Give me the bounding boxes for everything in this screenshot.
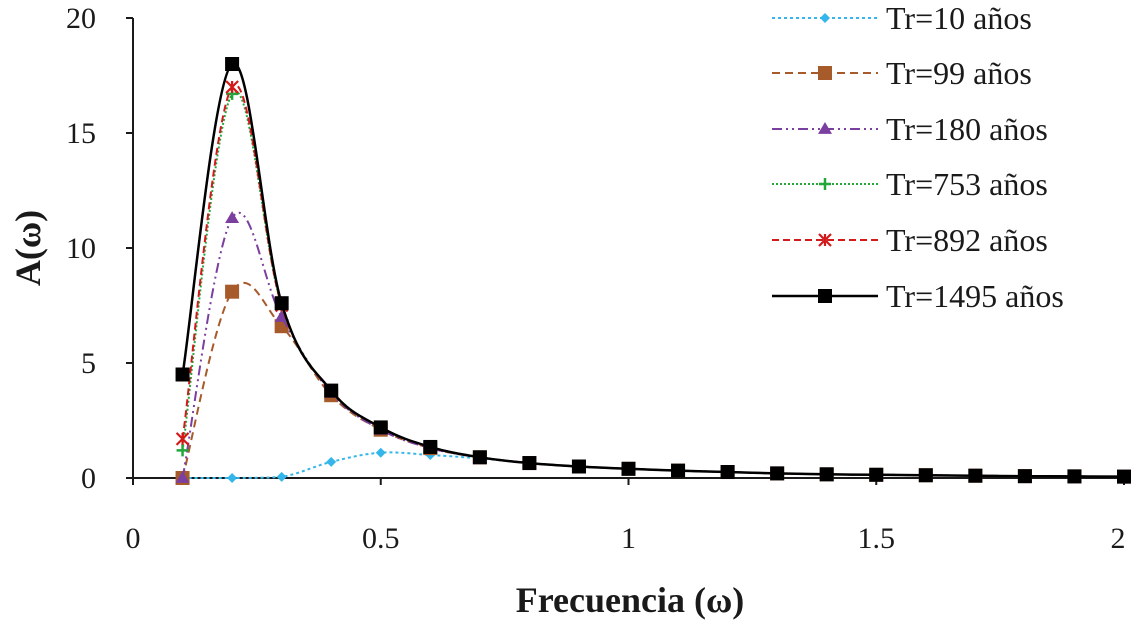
- x-axis-title: Frecuencia (ω): [516, 580, 745, 620]
- legend-marker: [818, 289, 832, 303]
- data-point: [522, 456, 537, 471]
- data-point: [326, 456, 337, 467]
- legend-marker: [820, 13, 830, 23]
- data-point: [968, 468, 983, 483]
- legend-marker: [818, 122, 832, 134]
- legend-label: Tr=180 años: [886, 111, 1048, 147]
- data-point: [1117, 469, 1131, 484]
- x-tick-label: 2: [1111, 522, 1126, 555]
- x-tick-labels: 0 0.5 1 1.5 2: [126, 478, 1126, 555]
- y-tick-label: 15: [66, 117, 96, 150]
- plot-area: [175, 57, 1131, 485]
- data-point: [1017, 469, 1032, 484]
- data-point: [225, 284, 240, 299]
- legend-item: Tr=1495 años: [772, 278, 1064, 314]
- y-axis-title: A(ω): [8, 210, 48, 286]
- data-point: [1067, 469, 1082, 484]
- legend-label: Tr=10 años: [886, 0, 1032, 36]
- data-point: [720, 465, 735, 480]
- data-point: [227, 473, 238, 483]
- data-point: [373, 420, 388, 435]
- series-line: [182, 451, 1125, 479]
- legend-marker: [818, 233, 832, 247]
- data-point: [175, 367, 190, 382]
- data-point: [274, 296, 289, 311]
- y-tick-label: 0: [81, 462, 96, 495]
- data-point: [472, 450, 487, 465]
- data-point: [571, 459, 586, 474]
- x-tick-label: 1.5: [858, 522, 896, 555]
- x-tick-label: 0: [126, 522, 141, 555]
- data-point: [869, 467, 884, 482]
- legend-item: Tr=892 años: [772, 222, 1048, 258]
- legend-item: Tr=753 años: [772, 166, 1048, 202]
- data-point: [276, 471, 287, 482]
- data-point: [175, 432, 190, 446]
- y-tick-label: 10: [66, 232, 96, 265]
- data-point: [225, 211, 240, 223]
- legend-item: Tr=10 años: [772, 0, 1032, 36]
- legend-item: Tr=99 años: [772, 55, 1032, 91]
- x-tick-label: 1: [621, 522, 636, 555]
- data-point: [274, 310, 289, 322]
- data-point: [671, 463, 686, 478]
- y-tick-label: 5: [81, 347, 96, 380]
- series-line: [181, 62, 1125, 478]
- data-point: [770, 466, 785, 481]
- legend-label: Tr=99 años: [886, 55, 1032, 91]
- legend-item: Tr=180 años: [772, 111, 1048, 147]
- legend-label: Tr=892 años: [886, 222, 1048, 258]
- data-point: [176, 444, 189, 457]
- legend: Tr=10 años Tr=99 años Tr=180 años Tr=753 añ…: [772, 0, 1064, 314]
- legend-label: Tr=753 años: [886, 166, 1048, 202]
- legend-marker: [818, 66, 832, 80]
- series-6: [175, 57, 1131, 484]
- y-tick-label: 20: [66, 2, 96, 35]
- legend-label: Tr=1495 años: [886, 278, 1064, 314]
- data-point: [819, 467, 834, 482]
- y-tick-labels: 0 5 10 15 20: [66, 2, 133, 495]
- data-point: [175, 471, 190, 483]
- data-point: [423, 439, 438, 454]
- data-point: [225, 57, 240, 71]
- data-point: [324, 383, 339, 398]
- legend-marker: [819, 178, 831, 190]
- x-tick-label: 0.5: [362, 522, 400, 555]
- data-point: [621, 461, 636, 476]
- data-point: [375, 447, 386, 458]
- data-point: [918, 468, 933, 483]
- data-point: [225, 80, 239, 94]
